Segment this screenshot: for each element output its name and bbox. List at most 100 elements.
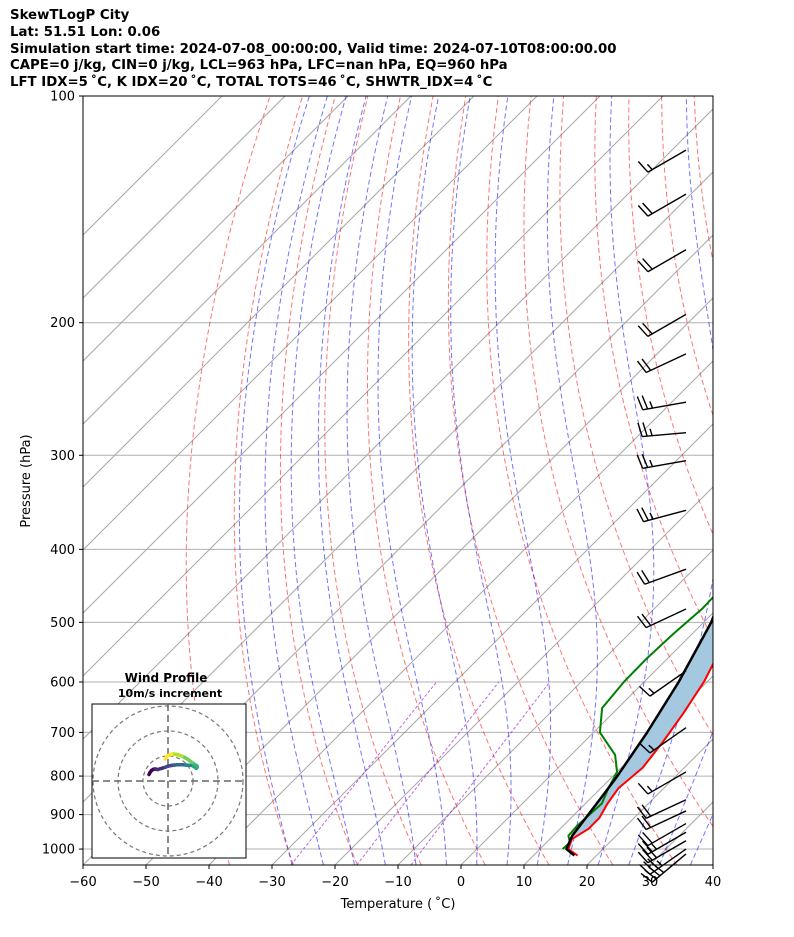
wind-barb — [636, 507, 687, 523]
x-tick-label: 30 — [642, 875, 659, 890]
isotherm-line — [83, 96, 286, 299]
parcel-line — [565, 614, 713, 857]
isotherm-line — [83, 96, 664, 677]
isotherm-line — [83, 96, 412, 425]
moist-adiabat — [721, 96, 794, 865]
wind-barb — [637, 831, 687, 855]
dry-adiabat — [759, 96, 794, 865]
x-tick-label: −40 — [195, 875, 222, 890]
moist-adiabat — [494, 96, 552, 865]
isotherm-lines — [83, 96, 794, 865]
moist-adiabat — [411, 96, 478, 865]
x-tick-label: −20 — [321, 875, 348, 890]
x-tick-label: −50 — [132, 875, 159, 890]
isotherm-line — [208, 360, 713, 865]
isotherm-line — [83, 108, 713, 740]
dry-adiabat — [559, 96, 713, 737]
moist-adiabat — [346, 96, 417, 865]
isotherm-line — [649, 801, 713, 865]
isotherm-line — [586, 738, 713, 865]
hodograph-segment — [163, 755, 168, 761]
chart-header: SkewTLogP City Lat: 51.51 Lon: 0.06 Simu… — [10, 8, 617, 92]
moist-adiabats — [238, 96, 794, 865]
moist-adiabat — [290, 96, 356, 865]
moist-adiabat — [264, 96, 328, 865]
y-tick-label: 800 — [50, 770, 75, 785]
moist-adiabat — [377, 96, 447, 865]
sounding-profiles — [561, 595, 713, 857]
wind-barb — [637, 249, 687, 273]
isotherm-line — [83, 96, 601, 614]
moist-adiabat — [317, 96, 386, 865]
dry-adiabat — [185, 96, 271, 865]
dry-adiabat — [693, 96, 713, 264]
mixing-ratio-line — [356, 681, 500, 865]
wind-barb — [638, 670, 687, 697]
x-tick-label: 40 — [705, 875, 722, 890]
wind-barb — [637, 313, 687, 338]
isotherm-line — [145, 297, 713, 865]
y-tick-label: 200 — [50, 316, 75, 331]
isotherm-line — [83, 96, 223, 236]
wind-barb — [636, 395, 687, 411]
dry-adiabat — [324, 96, 422, 865]
x-tick-label: −30 — [258, 875, 285, 890]
dry-adiabat — [523, 96, 713, 828]
y-tick-label: 600 — [50, 675, 75, 690]
hodograph-subtitle: 10m/s increment — [118, 687, 222, 700]
isotherm-line — [334, 486, 713, 865]
wind-barbs — [636, 149, 687, 883]
dewpoint-line — [561, 595, 713, 850]
isobar-gridlines — [83, 322, 713, 850]
wind-barb — [637, 422, 687, 438]
dry-adiabat — [486, 96, 678, 865]
wind-barb — [636, 810, 687, 831]
y-tick-label: 900 — [50, 808, 75, 823]
dry-adiabat — [366, 96, 486, 865]
dry-adiabat — [233, 96, 304, 865]
dry-adiabat — [408, 96, 550, 865]
isotherm-line — [776, 96, 794, 865]
moist-adiabat — [450, 96, 512, 865]
y-tick-label: 400 — [50, 543, 75, 558]
dry-adiabat — [447, 96, 614, 865]
y-tick-label: 700 — [50, 726, 75, 741]
wind-barb — [638, 727, 687, 754]
station-title: SkewTLogP City — [10, 8, 130, 23]
wind-barb — [637, 193, 687, 217]
x-axis-label: Temperature ( ˚C) — [340, 896, 456, 912]
wind-barb — [637, 822, 687, 847]
dry-adiabat — [727, 96, 794, 865]
isotherm-line — [460, 612, 713, 865]
mixing-ratio-lines — [290, 681, 551, 865]
isotherm-line — [712, 864, 713, 865]
x-tick-label: −60 — [69, 875, 96, 890]
x-tick-label: 10 — [516, 875, 533, 890]
cape-fill-area — [566, 617, 713, 850]
isotherm-line — [523, 675, 713, 865]
wind-barb — [636, 608, 687, 629]
x-tick-label: −10 — [384, 875, 411, 890]
y-axis-label: Pressure (hPa) — [19, 434, 34, 527]
positive-area-fill — [566, 617, 713, 850]
wind-barb — [636, 353, 687, 374]
wind-barb — [637, 771, 687, 795]
dry-adiabat — [594, 96, 713, 640]
wind-barb — [637, 149, 687, 173]
temperature-line — [567, 661, 713, 857]
x-tick-label: 0 — [457, 875, 465, 890]
isotherm-line — [83, 96, 538, 551]
x-axis-ticks: −60 −50 −40 −30 −20 −10 0 10 20 30 40 — [69, 865, 721, 890]
isotherm-line — [83, 96, 475, 488]
mixing-ratio-line — [290, 681, 437, 865]
moist-adiabat — [597, 96, 655, 865]
x-tick-label: 20 — [579, 875, 596, 890]
y-tick-label: 500 — [50, 616, 75, 631]
wind-barb — [636, 453, 687, 470]
moist-adiabat — [546, 96, 598, 865]
location-line: Lat: 51.51 Lon: 0.06 — [10, 24, 161, 40]
y-tick-label: 300 — [50, 449, 75, 464]
time-line: Simulation start time: 2024-07-08_00:00:… — [10, 41, 617, 57]
wind-barb — [636, 568, 687, 585]
